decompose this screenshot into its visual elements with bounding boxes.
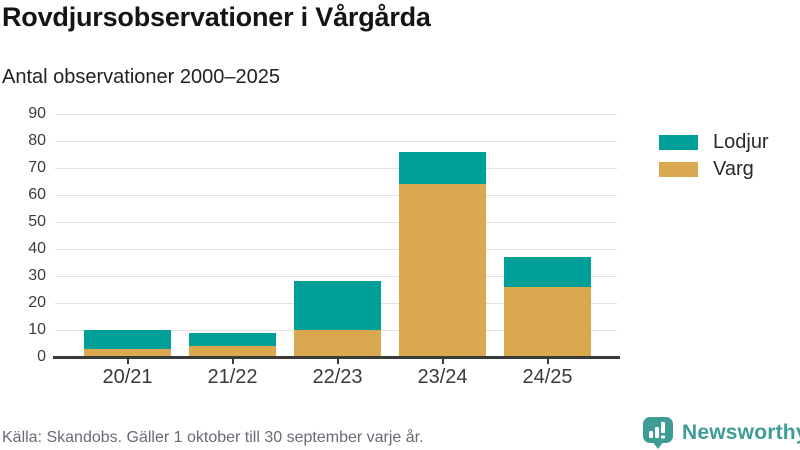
x-axis-tick bbox=[126, 359, 129, 364]
y-tick-label: 0 bbox=[37, 348, 46, 365]
x-tick-label: 23/24 bbox=[417, 366, 468, 388]
x-tick-label: 20/21 bbox=[102, 366, 153, 388]
x-tick-label: 21/22 bbox=[207, 366, 258, 388]
y-tick-label: 70 bbox=[28, 159, 46, 176]
y-tick-label: 80 bbox=[28, 132, 46, 149]
bar-segment-varg bbox=[294, 330, 381, 357]
bar-segment-varg bbox=[84, 348, 171, 357]
legend-label: Varg bbox=[713, 157, 754, 180]
newsworthy-wordmark: Newsworthy bbox=[682, 421, 800, 444]
bar-segment-lodjur bbox=[294, 281, 381, 330]
y-tick-label: 90 bbox=[28, 105, 46, 122]
legend-swatch bbox=[659, 161, 698, 177]
y-axis-labels: 0 10 20 30 40 50 60 70 80 90 bbox=[0, 105, 46, 365]
gridline bbox=[55, 113, 617, 115]
y-tick-label: 40 bbox=[28, 240, 46, 257]
gridline bbox=[55, 275, 617, 277]
newsworthy-bar-chart-speech-bubble-icon bbox=[643, 417, 673, 449]
chart-subtitle: Antal observationer 2000–2025 bbox=[2, 66, 280, 88]
x-tick-label: 24/25 bbox=[522, 366, 573, 388]
bar-segment-lodjur bbox=[189, 332, 276, 347]
y-tick-label: 50 bbox=[28, 213, 46, 230]
x-axis-line bbox=[53, 356, 620, 359]
bar-segment-lodjur bbox=[504, 257, 591, 287]
bar-segment-varg bbox=[399, 184, 486, 357]
bar-segment-lodjur bbox=[399, 151, 486, 185]
bar-segment-varg bbox=[504, 286, 591, 357]
gridline bbox=[55, 194, 617, 196]
x-axis-tick bbox=[231, 359, 234, 364]
x-axis-labels: 20/21 21/22 22/23 23/24 24/25 bbox=[55, 366, 617, 392]
page-title: Rovdjursobservationer i Vårgårda bbox=[2, 2, 431, 32]
x-axis-tick bbox=[546, 359, 549, 364]
legend-swatch bbox=[659, 134, 698, 150]
gridline bbox=[55, 221, 617, 223]
x-axis-tick bbox=[336, 359, 339, 364]
x-tick-label: 22/23 bbox=[312, 366, 363, 388]
source-note: Källa: Skandobs. Gäller 1 oktober till 3… bbox=[2, 429, 424, 446]
gridline bbox=[55, 248, 617, 250]
y-tick-label: 60 bbox=[28, 186, 46, 203]
legend-item-lodjur: Lodjur bbox=[659, 130, 769, 153]
newsworthy-logo: Newsworthy bbox=[642, 416, 800, 450]
gridline bbox=[55, 167, 617, 169]
legend: Lodjur Varg bbox=[659, 130, 769, 186]
plot-area bbox=[55, 113, 617, 364]
bar-segment-lodjur bbox=[84, 330, 171, 349]
legend-label: Lodjur bbox=[713, 130, 769, 153]
legend-item-varg: Varg bbox=[659, 157, 769, 180]
y-tick-label: 20 bbox=[28, 294, 46, 311]
gridline bbox=[55, 140, 617, 142]
y-tick-label: 30 bbox=[28, 267, 46, 284]
bar-segment-varg bbox=[189, 346, 276, 357]
x-axis-tick bbox=[441, 359, 444, 364]
y-tick-label: 10 bbox=[28, 321, 46, 338]
